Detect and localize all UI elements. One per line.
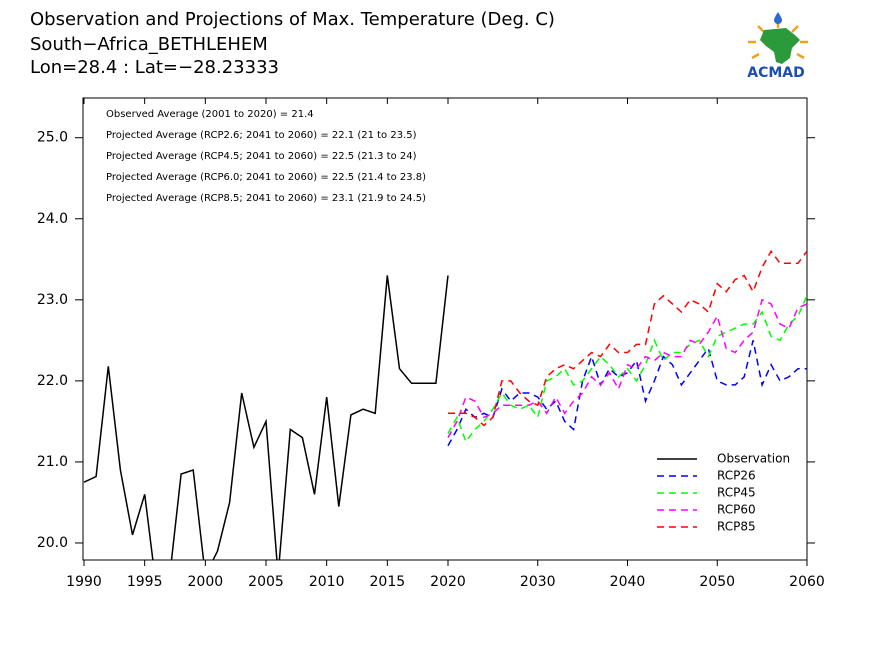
x-tick-label: 2040 bbox=[610, 574, 646, 590]
logo-text: ACMAD bbox=[747, 65, 805, 81]
series-line bbox=[447, 340, 807, 447]
y-tick-label: 21.0 bbox=[37, 454, 68, 470]
plot-frame bbox=[82, 97, 808, 561]
annotation: Projected Average (RCP8.5; 2041 to 2060)… bbox=[106, 193, 426, 204]
x-tick-label: 2020 bbox=[430, 574, 466, 590]
annotation: Projected Average (RCP6.0; 2041 to 2060)… bbox=[106, 172, 426, 183]
series-line bbox=[83, 275, 449, 560]
logo: ACMAD bbox=[747, 12, 808, 81]
legend-label: RCP26 bbox=[717, 469, 756, 483]
y-tick-label: 22.0 bbox=[37, 373, 68, 389]
x-tick-label: 2005 bbox=[248, 574, 284, 590]
title-line: Lon=28.4 : Lat=−28.23333 bbox=[30, 57, 279, 78]
series-line bbox=[447, 298, 807, 438]
x-tick-label: 2015 bbox=[370, 574, 406, 590]
annotation: Projected Average (RCP2.6; 2041 to 2060)… bbox=[106, 130, 417, 141]
legend-label: Observation bbox=[717, 452, 790, 466]
title-line: South−Africa_BETHLEHEM bbox=[30, 34, 268, 55]
title-line: Observation and Projections of Max. Temp… bbox=[30, 9, 555, 30]
y-tick-label: 23.0 bbox=[37, 292, 68, 308]
legend-label: RCP85 bbox=[717, 520, 756, 534]
legend-label: RCP60 bbox=[717, 503, 756, 517]
y-tick-label: 25.0 bbox=[37, 130, 68, 146]
legend-label: RCP45 bbox=[717, 486, 756, 500]
series-line bbox=[447, 295, 807, 444]
y-tick-label: 20.0 bbox=[37, 535, 68, 551]
x-tick-label: 2010 bbox=[309, 574, 345, 590]
x-tick-label: 2050 bbox=[699, 574, 735, 590]
x-tick-label: 1995 bbox=[127, 574, 163, 590]
y-tick-label: 24.0 bbox=[37, 211, 68, 227]
plot-lines bbox=[83, 249, 807, 560]
annotation: Projected Average (RCP4.5; 2041 to 2060)… bbox=[106, 151, 417, 162]
x-tick-label: 2030 bbox=[520, 574, 556, 590]
x-tick-label: 1990 bbox=[66, 574, 102, 590]
annotation: Observed Average (2001 to 2020) = 21.4 bbox=[106, 109, 314, 120]
x-tick-label: 2000 bbox=[188, 574, 224, 590]
series-line bbox=[448, 249, 807, 427]
x-tick-label: 2060 bbox=[789, 574, 825, 590]
